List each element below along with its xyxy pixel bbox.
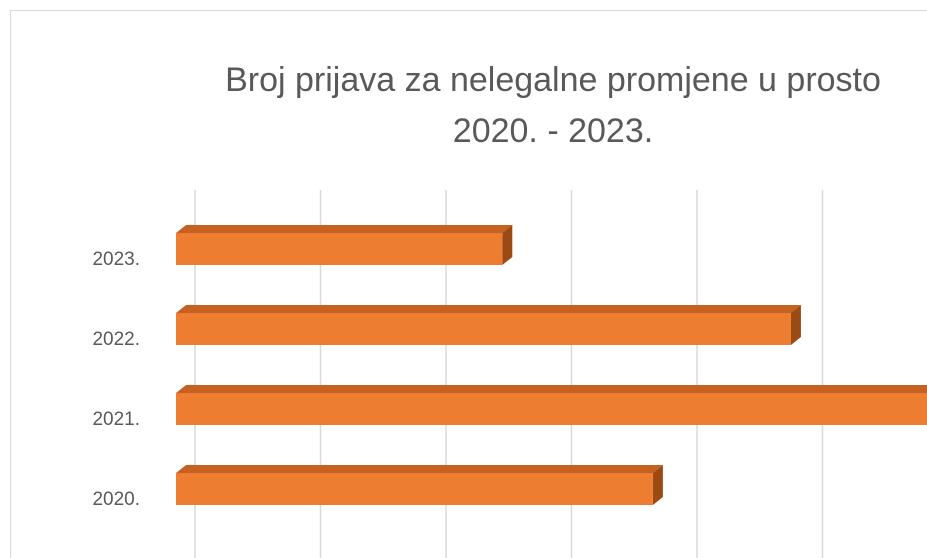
bar (176, 233, 503, 265)
y-tick-label: 2021. (92, 409, 140, 430)
chart-subtitle: 2020. - 2023. (453, 112, 653, 150)
bar (176, 393, 927, 425)
y-tick-label: 2023. (92, 249, 140, 270)
bar-top (176, 305, 801, 313)
chart-title: Broj prijava za nelegalne promjene u pro… (225, 61, 881, 99)
bar-top (176, 225, 513, 233)
y-tick-label: 2022. (92, 329, 140, 350)
y-tick-label: 2020. (92, 489, 140, 510)
bar-top (176, 385, 927, 393)
bar-top (176, 465, 663, 473)
bar-side (652, 465, 663, 505)
bar (176, 313, 791, 345)
bar-side (790, 305, 801, 345)
bar-side (502, 225, 513, 265)
bar (176, 473, 653, 505)
